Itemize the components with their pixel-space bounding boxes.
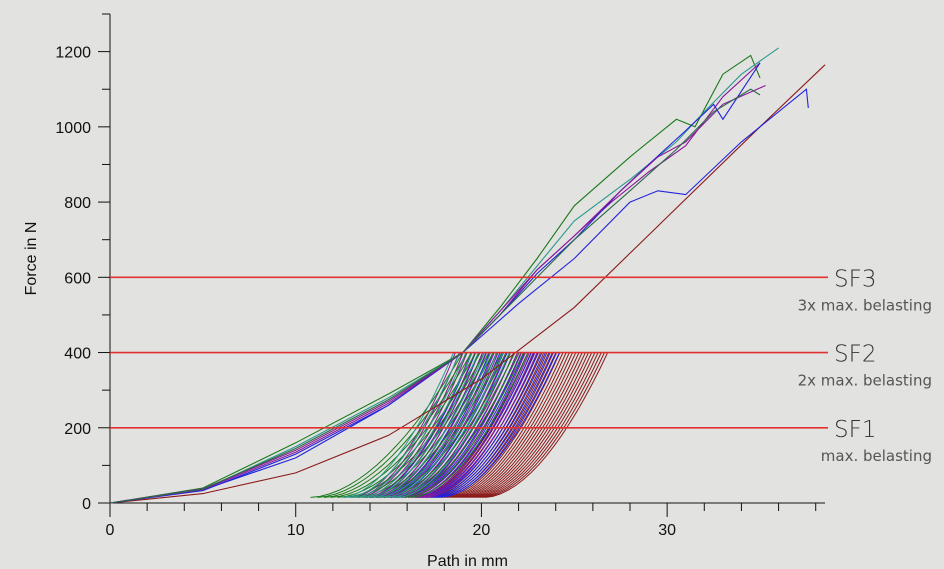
unload-curve xyxy=(410,352,529,498)
unload-curve xyxy=(460,352,580,498)
unload-curve xyxy=(390,352,516,498)
unload-curve xyxy=(404,352,515,498)
unload-curve xyxy=(422,352,539,498)
y-tick-label: 0 xyxy=(82,496,91,513)
threshold-name: SF3 xyxy=(834,266,876,292)
unload-curve xyxy=(454,352,574,498)
unload-curve xyxy=(465,352,586,498)
unload-curve xyxy=(342,352,455,498)
unload-curve xyxy=(474,352,596,498)
unload-curve xyxy=(317,352,468,498)
unload-curve xyxy=(482,352,605,498)
x-axis-label: Path in mm xyxy=(427,553,508,569)
x-tick-label: 0 xyxy=(106,522,115,539)
y-axis-label: Force in N xyxy=(23,222,40,296)
y-tick-label: 600 xyxy=(64,270,91,287)
y-tick-label: 800 xyxy=(64,195,91,212)
unload-curve xyxy=(310,352,464,498)
load-curve xyxy=(109,64,826,504)
load-curve xyxy=(109,88,809,504)
threshold-description: 2x max. belasting xyxy=(798,372,932,390)
unload-curve xyxy=(428,352,546,498)
load-curve xyxy=(109,47,779,504)
x-tick-label: 20 xyxy=(473,522,491,539)
load-curve xyxy=(109,62,761,504)
unload-curve xyxy=(385,352,498,498)
unload-curve xyxy=(479,352,602,498)
unload-curve xyxy=(348,352,461,498)
unload-curve xyxy=(418,352,530,498)
unload-curve xyxy=(397,352,510,498)
threshold-name: SF1 xyxy=(834,417,876,443)
threshold-lines: SF1 max. belasting SF2 2x max. belasting SF3… xyxy=(110,266,932,465)
unload-curve xyxy=(397,352,520,498)
unload-curve xyxy=(379,352,492,498)
unload-curve xyxy=(457,352,577,498)
y-tick-label: 1000 xyxy=(55,120,91,137)
unload-curve xyxy=(404,352,524,498)
unload-curves xyxy=(310,352,609,498)
unload-curve xyxy=(452,352,570,498)
threshold-description: max. belasting xyxy=(821,447,932,465)
unload-curve xyxy=(463,352,583,498)
unload-curve xyxy=(373,352,485,498)
unload-curve xyxy=(468,352,589,498)
unload-curve xyxy=(422,352,534,498)
unload-curve xyxy=(354,352,467,498)
y-tick-label: 200 xyxy=(64,421,91,438)
threshold-description: 3x max. belasting xyxy=(798,296,932,314)
unload-curve xyxy=(434,352,553,498)
load-curve xyxy=(109,54,761,504)
x-tick-label: 10 xyxy=(287,522,305,539)
unload-curve xyxy=(425,352,538,498)
unload-curve xyxy=(378,352,487,498)
unload-curve xyxy=(366,352,479,498)
axes: 0 10 20 30 0 200 400 600 800 1000 1200 xyxy=(55,13,825,539)
unload-curve xyxy=(330,352,477,498)
unload-curve xyxy=(391,352,504,498)
unload-curve xyxy=(358,352,464,498)
unload-curve xyxy=(360,352,473,498)
unload-curve xyxy=(440,352,560,498)
unload-curve xyxy=(485,352,609,498)
x-tick-label: 30 xyxy=(658,522,676,539)
unload-curve xyxy=(476,352,599,498)
threshold-name: SF2 xyxy=(834,342,876,368)
unload-curve xyxy=(446,352,564,498)
y-tick-label: 400 xyxy=(64,346,91,363)
unload-curve xyxy=(431,352,550,498)
unload-curve xyxy=(449,352,567,498)
unload-curve xyxy=(415,352,526,498)
y-tick-label: 1200 xyxy=(55,45,91,62)
unload-curve xyxy=(443,352,561,498)
unload-curve xyxy=(437,352,557,498)
unload-curve xyxy=(471,352,593,498)
load-curve xyxy=(109,84,766,504)
unload-curve xyxy=(400,352,511,498)
